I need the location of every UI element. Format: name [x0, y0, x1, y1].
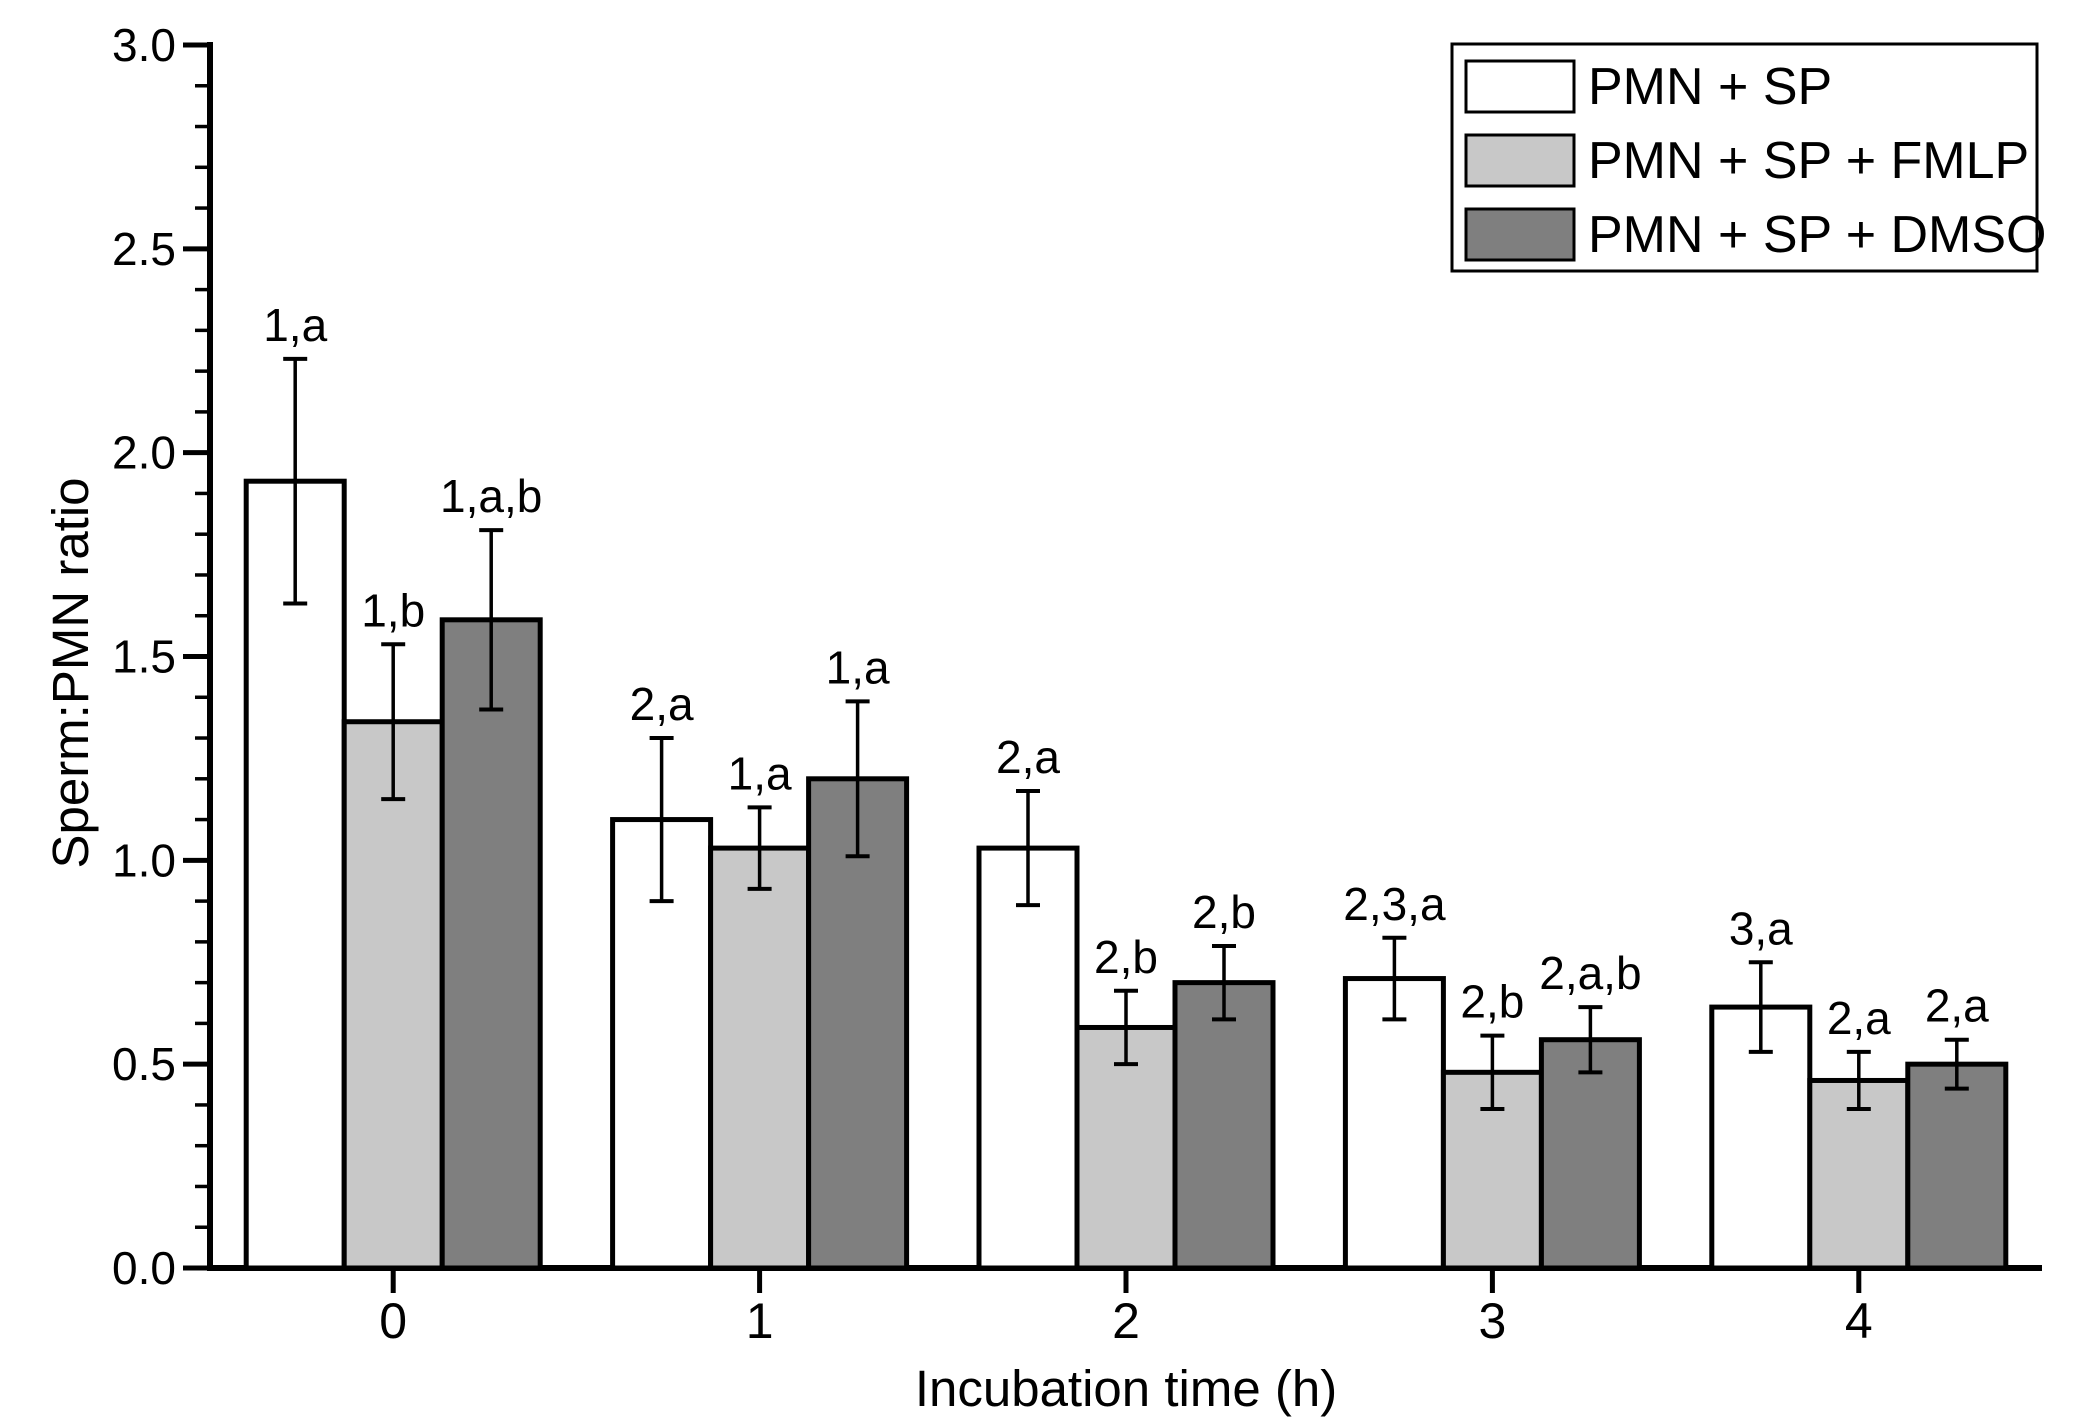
x-tick-label: 2	[1112, 1293, 1140, 1349]
bar-1-0	[341, 719, 445, 1271]
bar-annotation: 1,a	[826, 641, 890, 693]
y-tick-label: 0.0	[112, 1242, 176, 1294]
legend-swatch-pmn-sp-dmso	[1464, 207, 1576, 262]
bar-annotation: 2,a	[1827, 992, 1891, 1044]
y-axis-title: Sperm:PMN ratio	[42, 477, 99, 868]
x-axis-title: Incubation time (h)	[915, 1360, 1337, 1417]
bar-1-1	[708, 845, 812, 1271]
y-tick-label: 3.0	[112, 19, 176, 71]
x-tick-label: 0	[379, 1293, 407, 1349]
y-tick-label: 1.0	[112, 834, 176, 886]
bar-annotation: 2,a	[1925, 980, 1989, 1032]
bar-annotation: 2,3,a	[1343, 878, 1446, 930]
legend-swatch-pmn-sp-fmlp	[1464, 133, 1576, 188]
legend: PMN + SP PMN + SP + FMLP PMN + SP + DMSO	[1450, 42, 2047, 273]
bar-2-1	[806, 776, 910, 1271]
bar-annotation: 1,a,b	[440, 470, 542, 522]
bar-annotation: 2,b	[1094, 931, 1158, 983]
y-tick-label: 2.0	[112, 427, 176, 479]
bar-1-4	[1807, 1077, 1911, 1271]
y-tick-label: 1.5	[112, 631, 176, 683]
bar-annotation: 2,b	[1192, 886, 1256, 938]
bar-2-0	[439, 617, 543, 1271]
bar-annotation: 2,a	[996, 731, 1060, 783]
bar-0-0	[243, 478, 347, 1271]
bar-annotation: 1,a	[263, 299, 327, 351]
y-tick-label: 2.5	[112, 223, 176, 275]
bar-2-3	[1538, 1037, 1642, 1271]
bar-annotation: 1,a	[728, 747, 792, 799]
plot-area: 0.0 0.5 1.0 1.5 2.0 2.5 3.0 0 1 2 3 4 1,a 2,a 2,a 2,3,a…	[112, 19, 2042, 1349]
x-tick-label: 3	[1478, 1293, 1506, 1349]
bar-2-2	[1172, 980, 1276, 1271]
bar-2-4	[1905, 1061, 2009, 1271]
legend-swatch-pmn-sp	[1464, 59, 1576, 114]
bar-annotation: 2,a,b	[1539, 947, 1641, 999]
bar-annotation: 3,a	[1729, 902, 1793, 954]
legend-label-pmn-sp-dmso: PMN + SP + DMSO	[1588, 206, 2047, 264]
x-tick-label: 1	[746, 1293, 774, 1349]
bar-annotation: 2,b	[1460, 976, 1524, 1028]
bar-annotation: 1,b	[361, 584, 425, 636]
y-tick-label: 0.5	[112, 1038, 176, 1090]
legend-label-pmn-sp: PMN + SP	[1588, 58, 1832, 116]
legend-label-pmn-sp-fmlp: PMN + SP + FMLP	[1588, 132, 2029, 190]
x-tick-label: 4	[1845, 1293, 1873, 1349]
bar-annotation: 2,a	[630, 678, 694, 730]
bar-0-3	[1342, 976, 1446, 1271]
bar-0-2	[976, 845, 1080, 1271]
